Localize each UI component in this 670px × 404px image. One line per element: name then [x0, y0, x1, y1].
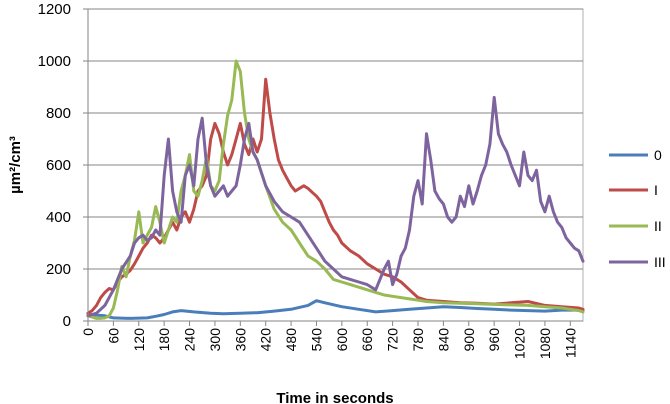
x-tick-label-480: 480 — [283, 328, 299, 352]
x-tick-label-600: 600 — [334, 328, 350, 352]
x-tick-label-360: 360 — [232, 328, 248, 352]
x-tick-label-300: 300 — [207, 328, 223, 352]
y-tick-label-800: 800 — [46, 105, 71, 122]
legend-label-II: II — [654, 218, 662, 234]
y-axis-ticks: 0 200 400 600 800 1000 1200 — [38, 1, 88, 330]
x-tick-label-1080: 1080 — [537, 328, 553, 359]
x-axis-label: Time in seconds — [276, 390, 393, 404]
x-tick-label-1140: 1140 — [562, 328, 578, 358]
y-tick-label-200: 200 — [46, 261, 71, 278]
x-tick-label-720: 720 — [385, 328, 401, 352]
y-tick-label-600: 600 — [46, 157, 71, 174]
x-tick-label-1020: 1020 — [512, 328, 528, 359]
x-tick-label-660: 660 — [359, 328, 375, 352]
y-axis-label: µm²/cm³ — [7, 136, 24, 194]
x-tick-label-780: 780 — [410, 328, 426, 352]
y-tick-label-0: 0 — [63, 313, 71, 330]
x-tick-label-180: 180 — [156, 328, 172, 352]
series-line-I — [86, 77, 585, 315]
legend-label-III: III — [654, 254, 666, 270]
x-axis-ticks: 0 60 120 180 240 300 360 420 480 540 600 660 720 780 8… — [80, 321, 578, 359]
y-tick-label-1200: 1200 — [38, 1, 71, 18]
y-tick-label-400: 400 — [46, 209, 71, 226]
x-tick-label-900: 900 — [461, 328, 477, 352]
legend-label-0: 0 — [654, 147, 662, 163]
series-layer — [86, 59, 585, 320]
x-tick-label-60: 60 — [105, 328, 121, 344]
x-tick-label-540: 540 — [308, 328, 324, 352]
x-tick-label-840: 840 — [435, 328, 451, 352]
series-line-II — [86, 59, 585, 320]
x-tick-label-960: 960 — [486, 328, 502, 352]
legend-label-I: I — [654, 182, 658, 198]
x-tick-label-240: 240 — [182, 328, 198, 352]
x-tick-label-0: 0 — [80, 328, 96, 336]
y-tick-label-1000: 1000 — [38, 53, 71, 70]
x-tick-label-420: 420 — [258, 328, 274, 352]
series-line-III — [86, 95, 585, 318]
x-tick-label-120: 120 — [131, 328, 147, 352]
series-line-0 — [86, 299, 585, 320]
